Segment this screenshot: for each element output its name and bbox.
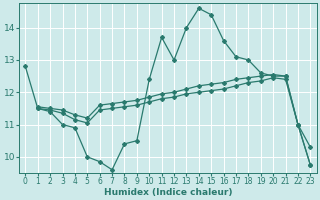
- X-axis label: Humidex (Indice chaleur): Humidex (Indice chaleur): [104, 188, 232, 197]
